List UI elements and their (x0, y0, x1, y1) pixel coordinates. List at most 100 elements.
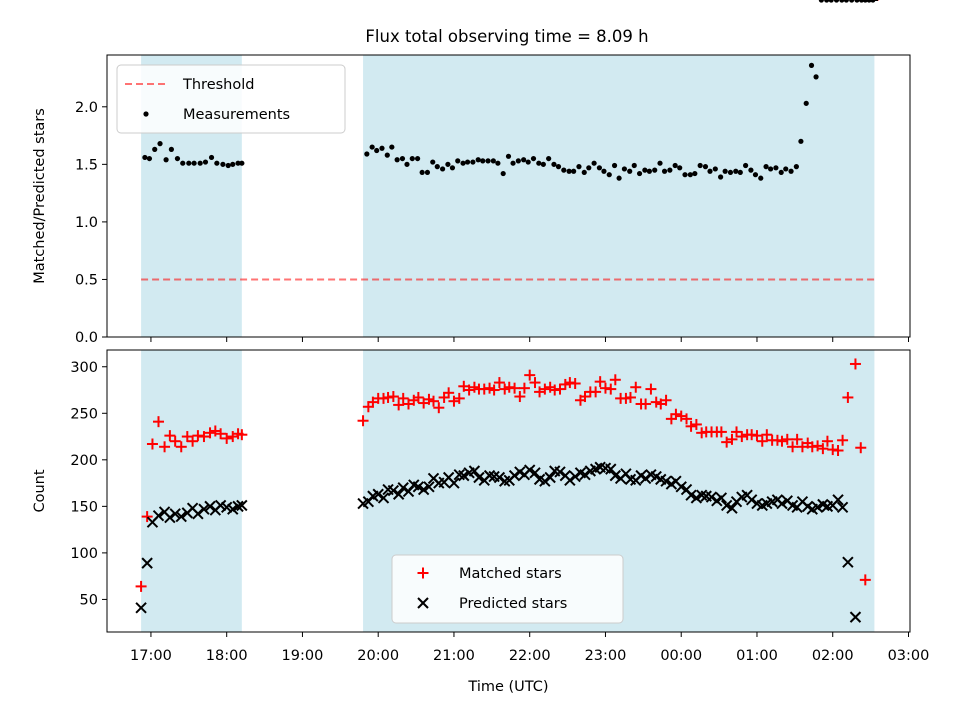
predicted-star-point (539, 475, 551, 487)
measurement-point (530, 155, 537, 162)
series-matched-stars (135, 0, 879, 592)
matched-star-point (756, 435, 768, 447)
matched-star-point (215, 428, 227, 440)
measurement-point (808, 62, 815, 68)
measurement-point (697, 162, 703, 169)
matched-star-point (624, 391, 636, 403)
predicted-star-point (726, 502, 738, 514)
predicted-star-point (141, 557, 153, 569)
predicted-star-point-b (397, 482, 409, 494)
predicted-star-point (417, 483, 430, 496)
matched-star-point (685, 420, 697, 432)
measurement-point (460, 160, 466, 166)
predicted-star-point (569, 470, 581, 483)
measurement-point (163, 157, 169, 163)
measurement-point (707, 168, 713, 174)
measurement-point (722, 168, 728, 174)
measurement-point (773, 165, 779, 171)
predicted-star-point-b (635, 469, 647, 482)
predicted-star-point-b (751, 497, 763, 510)
predicted-star-point-b (605, 463, 617, 475)
predicted-star-point (842, 556, 854, 568)
predicted-star-point-b (158, 506, 171, 518)
matched-star-point (428, 395, 440, 407)
predicted-star-point-b (700, 490, 712, 502)
predicted-star-point-b (483, 469, 496, 482)
predicted-star-point (135, 602, 147, 614)
predicted-star-point-b (811, 501, 824, 513)
measurement-point (667, 167, 673, 173)
predicted-star-point-b (458, 469, 470, 482)
y-tick-label: 0.0 (75, 330, 98, 346)
x-tick-label: 03:00 (888, 648, 930, 664)
measurement-point (197, 160, 203, 166)
ratio-panel: 0.0 0.5 1.0 1.5 2.0 Matched/Predicted stars Th… (32, 0, 911, 346)
matched-star-point (855, 442, 867, 454)
predicted-star-point (660, 475, 672, 487)
predicted-star-point-b (685, 489, 697, 501)
matched-star-point (821, 435, 833, 447)
measurement-point (606, 172, 612, 178)
y-tick-label: 0.5 (75, 272, 98, 288)
matched-star-point (640, 398, 652, 410)
measurement-point (798, 138, 804, 144)
predicted-star-point-b (660, 475, 672, 487)
measurement-point (434, 164, 440, 170)
measurement-point (636, 170, 643, 177)
measurement-point (702, 164, 709, 170)
predicted-star-point-b (720, 499, 733, 512)
predicted-star-point (579, 469, 591, 481)
matched-star-point (681, 413, 693, 425)
legend-matched-swatch (417, 567, 429, 579)
measurement-point (561, 167, 567, 173)
matched-star-point (726, 433, 738, 445)
predicted-star-point-b (508, 469, 521, 482)
predicted-star-point-b (493, 471, 506, 484)
predicted-star-point-b (832, 494, 844, 506)
predicted-star-point-b (214, 499, 227, 512)
predicted-star-point (152, 509, 165, 522)
matched-star-point (787, 441, 799, 453)
legend-predicted-swatch-b (417, 597, 429, 609)
predicted-star-point-b (236, 499, 248, 512)
predicted-star-point-b (842, 556, 854, 568)
predicted-star-point (836, 501, 849, 513)
measurement-point (414, 155, 421, 162)
matched-star-point (690, 418, 702, 430)
measurement-point (768, 166, 774, 172)
x-tick-label: 22:00 (509, 648, 551, 664)
measurement-point (758, 175, 764, 181)
measurement-point (409, 155, 415, 162)
predicted-star-point-b (645, 469, 657, 481)
predicted-star-point-b (453, 469, 465, 481)
measurement-point (399, 155, 406, 162)
measurement-point (430, 159, 436, 165)
matched-star-point (605, 383, 617, 395)
matched-star-point (159, 441, 171, 453)
predicted-star-point-b (726, 502, 738, 514)
predicted-star-point (397, 482, 409, 494)
measurement-point (500, 170, 506, 177)
matched-star-point (453, 392, 465, 404)
measurement-point (394, 157, 400, 163)
series-predicted-stars (135, 0, 878, 623)
measurement-point (813, 74, 819, 80)
predicted-star-point (508, 469, 521, 482)
legend-box (116, 64, 346, 134)
predicted-star-point-b (392, 488, 405, 500)
predicted-star-point (564, 474, 576, 487)
measurement-point (586, 165, 592, 171)
measurement-point (571, 168, 577, 174)
y-tick-label: 2.0 (75, 100, 98, 116)
measurement-point (208, 154, 215, 161)
measurement-point (142, 154, 148, 161)
measurement-point (581, 169, 587, 176)
measurement-point (616, 175, 622, 181)
measurement-point (727, 169, 734, 176)
measurement-point (521, 157, 527, 163)
matched-star-point (569, 378, 581, 390)
predicted-star-point-b (377, 492, 390, 504)
measurement-point (555, 164, 562, 170)
predicted-star-point (468, 465, 481, 477)
